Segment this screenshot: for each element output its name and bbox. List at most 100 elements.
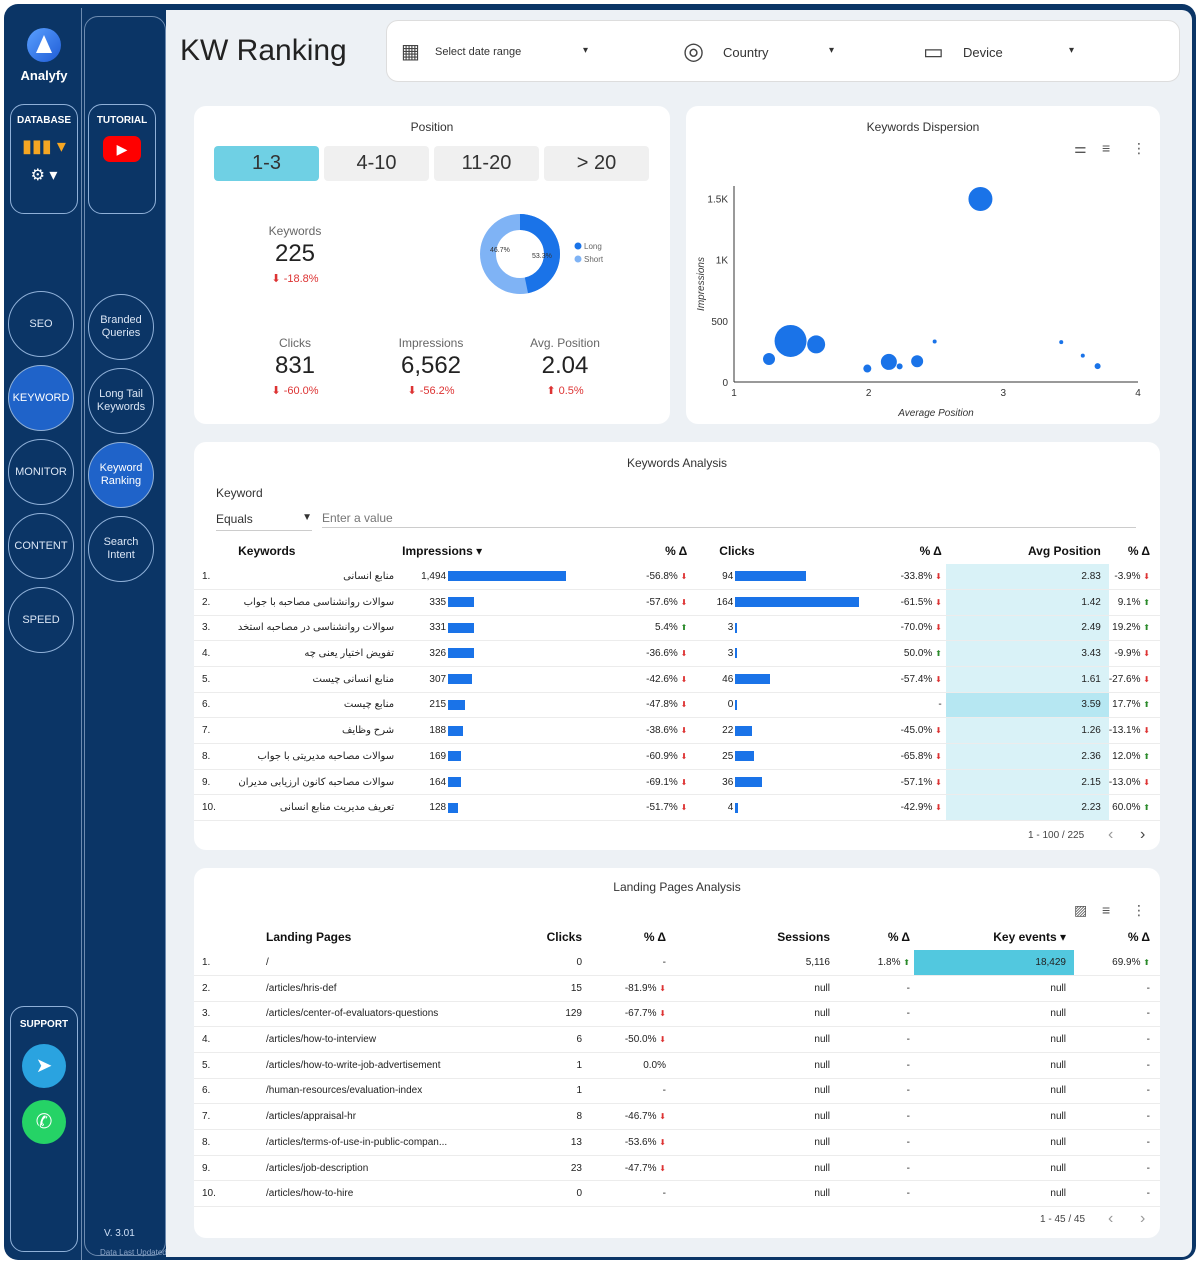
col-avg-position[interactable]: Avg Position [1027,543,1101,558]
table-row[interactable]: 5./articles/how-to-write-job-advertiseme… [194,1052,1160,1079]
sessions-cell: null [670,1180,834,1208]
avg-position-value: 2.04 [541,352,589,379]
col-lp-clicks-delta[interactable]: % Δ [643,929,666,944]
clicks-delta: ⬇ -60.0% [271,385,319,397]
table-row[interactable]: 7. شرح وظایف 188 -38.6% ⬇ 22 -45.0% ⬇ 1.26 -13.… [194,717,1160,744]
nav-monitor[interactable]: MONITOR [8,439,74,505]
nav-keyword-ranking[interactable]: Keyword Ranking [88,442,154,508]
nav-keyword[interactable]: KEYWORD [8,365,74,431]
chevron-down-icon[interactable]: ▾ [1069,45,1075,56]
table-row[interactable]: 10./articles/how-to-hire 0- null - null - [194,1180,1160,1208]
app-name: Analyfy [20,68,68,83]
youtube-icon[interactable]: ▶ [103,136,141,162]
table-row[interactable]: 2./articles/hris-def 15 -81.9% ⬇ null - null - [194,975,1160,1002]
chevron-down-icon[interactable]: ▾ [829,45,835,56]
landing-page-cell[interactable]: /articles/how-to-interview [266,1026,526,1053]
col-clicks[interactable]: Clicks [719,543,755,558]
table-row[interactable]: 8./articles/terms-of-use-in-public-compa… [194,1129,1160,1156]
prev-page-icon[interactable]: ‹ [1108,826,1114,843]
nav-long-tail-keywords[interactable]: Long Tail Keywords [88,368,154,434]
col-sessions-delta[interactable]: % Δ [887,929,910,944]
app-logo[interactable]: Analyfy [6,28,82,83]
scatter-point [968,186,993,211]
table-row[interactable]: 4. تفویض اختیار یعنی چه 326 -36.6% ⬇ 3 50.0% … [194,640,1160,667]
table-row[interactable]: 9. سوالات مصاحبه کانون ارزیابی مدیران ...… [194,769,1160,796]
prev-page-icon[interactable]: ‹ [1108,1210,1114,1227]
col-key-events-delta[interactable]: % Δ [1127,929,1150,944]
next-page-icon[interactable]: › [1140,826,1146,843]
col-lp-clicks[interactable]: Clicks [546,929,582,944]
table-row[interactable]: 3.سوالات روانشناسی در مصاحبه استخدامی...… [194,615,1160,642]
table-row[interactable]: 6./human-resources/evaluation-index 1- nul… [194,1078,1160,1105]
nav-speed[interactable]: SPEED [8,587,74,653]
table-row[interactable]: 9./articles/job-description 23 -47.7% ⬇ nul… [194,1155,1160,1182]
chart-settings-icon[interactable]: ▨ [1074,902,1088,918]
scatter-point [1080,353,1085,358]
col-landing-pages[interactable]: Landing Pages [266,929,352,944]
landing-page-cell[interactable]: /articles/terms-of-use-in-public-compan.… [266,1129,526,1156]
impressions-cell: 169 [398,743,633,770]
col-sessions[interactable]: Sessions [777,929,830,944]
country-select[interactable]: Country [723,45,769,60]
table-row[interactable]: 3./articles/center-of-evaluators-questio… [194,1001,1160,1028]
table-row[interactable]: 4./articles/how-to-interview 6 -50.0% ⬇ nul… [194,1026,1160,1053]
avg-position-cell: 2.15 [945,769,1109,796]
col-keywords[interactable]: Keywords [238,543,296,558]
col-key-events[interactable]: Key events ▾ [993,929,1066,944]
clicks-cell: 164 [691,589,889,616]
chart-settings-icon[interactable]: ⚌ [1074,140,1087,156]
more-icon[interactable]: ⋮ [1132,140,1146,156]
col-impressions[interactable]: Impressions ▾ [402,543,483,558]
search-console-icon[interactable]: ⚙ ▾ [30,167,58,184]
analytics-icon[interactable]: ▮▮▮ ▾ [22,136,66,156]
more-icon[interactable]: ⋮ [1132,902,1146,918]
landing-page-cell[interactable]: / [266,949,526,976]
table-row[interactable]: 1./0-5,116 1.8% ⬆ 18,429 69.9% ⬆ [194,949,1160,976]
table-row[interactable]: 1. منابع انسانی 1,494 -56.8% ⬇ 94 -33.8% ⬇ 2.8… [194,563,1160,590]
device-select[interactable]: Device [963,45,1003,60]
table-row[interactable]: 8. سوالات مصاحبه مدیریتی با جواب 169 -60.9%… [194,743,1160,770]
filter-icon[interactable]: ≡ [1102,902,1111,918]
table-row[interactable]: 5. منابع انسانی چیست 307 -42.6% ⬇ 46 -57.4% ⬇… [194,666,1160,693]
landing-page-cell[interactable]: /articles/center-of-evaluators-questions [266,1001,526,1028]
col-impr-delta[interactable]: % Δ [665,543,688,558]
landing-page-cell[interactable]: /articles/job-description [266,1155,526,1182]
tab-1-3[interactable]: 1-3 [214,146,319,181]
table-row[interactable]: 2. سوالات روانشناسی مصاحبه با جواب 335 -57.… [194,589,1160,616]
col-pos-delta[interactable]: % Δ [1127,543,1150,558]
table-row[interactable]: 10. تعریف مدیریت منابع انسانی 128 -51.7% ⬇ 4… [194,794,1160,822]
key-events-cell: null [914,1155,1074,1182]
keyword-operator-select[interactable]: Equals ▼ [216,512,312,531]
nav-branded-queries[interactable]: Branded Queries [88,294,154,360]
landing-page-cell[interactable]: /human-resources/evaluation-index [266,1078,526,1105]
support-panel: SUPPORT ➤ ✆ [10,1006,78,1252]
keyword-cell: شرح وظایف [238,717,399,744]
keyword-filter-input[interactable] [322,508,1136,528]
tab-over-20[interactable]: > 20 [544,146,649,181]
date-range-select[interactable]: Select date range [435,46,522,58]
table-row[interactable]: 7./articles/appraisal-hr 8 -46.7% ⬇ null - nu… [194,1103,1160,1130]
sessions-cell: null [670,1129,834,1156]
nav-content[interactable]: CONTENT [8,513,74,579]
col-clicks-delta[interactable]: % Δ [919,543,942,558]
keyword-cell: سوالات مصاحبه مدیریتی با جواب [238,743,399,770]
next-page-icon[interactable]: › [1140,1210,1146,1227]
chevron-down-icon[interactable]: ▾ [583,45,589,56]
scatter-point [896,363,903,370]
nav-search-intent[interactable]: Search Intent [88,516,154,582]
row-number: 4. [194,640,239,667]
sessions-delta-cell: - [834,1001,914,1028]
landing-page-cell[interactable]: /articles/hris-def [266,975,526,1002]
tab-4-10[interactable]: 4-10 [324,146,429,181]
telegram-icon[interactable]: ➤ [22,1044,66,1088]
impressions-value: 6,562 [400,352,462,379]
whatsapp-icon[interactable]: ✆ [22,1100,66,1144]
nav-seo[interactable]: SEO [8,291,74,357]
landing-page-cell[interactable]: /articles/how-to-write-job-advertisement [266,1052,526,1079]
table-row[interactable]: 6. منابع چیست 215 -47.8% ⬇ 0-3.59 17.7% ⬆ [194,692,1160,719]
version-label: V. 3.01 [104,1228,135,1239]
landing-page-cell[interactable]: /articles/appraisal-hr [266,1103,526,1130]
tab-11-20[interactable]: 11-20 [434,146,539,181]
landing-page-cell[interactable]: /articles/how-to-hire [266,1180,526,1208]
filter-icon[interactable]: ≡ [1102,140,1111,156]
